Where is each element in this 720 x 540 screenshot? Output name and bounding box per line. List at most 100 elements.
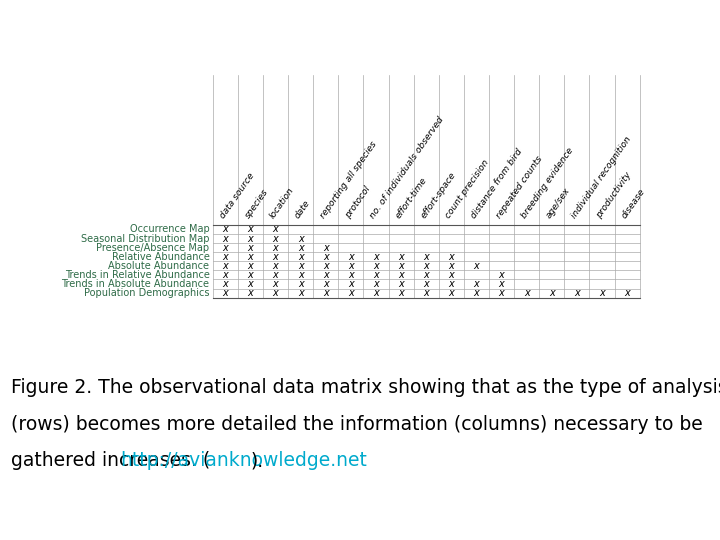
Text: no. of individuals observed: no. of individuals observed [369, 115, 446, 220]
Text: x: x [273, 288, 279, 298]
Text: x: x [398, 252, 404, 262]
Text: x: x [373, 261, 379, 271]
Text: Presence/Absence Map: Presence/Absence Map [96, 242, 210, 253]
Text: x: x [273, 242, 279, 253]
Text: x: x [298, 279, 304, 289]
Text: x: x [423, 261, 429, 271]
Text: x: x [248, 270, 253, 280]
Text: x: x [348, 261, 354, 271]
Text: x: x [624, 288, 630, 298]
Text: x: x [248, 261, 253, 271]
Text: x: x [499, 288, 505, 298]
Text: Relative Abundance: Relative Abundance [112, 252, 210, 262]
Text: x: x [423, 252, 429, 262]
Text: protocol: protocol [343, 185, 372, 220]
Text: x: x [574, 288, 580, 298]
Text: x: x [423, 288, 429, 298]
Text: (rows) becomes more detailed the information (columns) necessary to be: (rows) becomes more detailed the informa… [11, 415, 703, 434]
Text: x: x [398, 270, 404, 280]
Text: x: x [323, 261, 328, 271]
Text: x: x [373, 279, 379, 289]
Text: count precision: count precision [444, 158, 491, 220]
Text: x: x [298, 270, 304, 280]
Text: x: x [323, 288, 328, 298]
Text: x: x [248, 225, 253, 234]
Text: x: x [323, 242, 328, 253]
Text: x: x [273, 225, 279, 234]
Text: date: date [293, 198, 312, 220]
Text: x: x [599, 288, 605, 298]
Text: x: x [273, 270, 279, 280]
Text: x: x [348, 288, 354, 298]
Text: x: x [298, 233, 304, 244]
Text: x: x [398, 261, 404, 271]
Text: age/sex: age/sex [544, 186, 572, 220]
Text: Figure 2. The observational data matrix showing that as the type of analysis: Figure 2. The observational data matrix … [11, 378, 720, 397]
Text: x: x [323, 252, 328, 262]
Text: x: x [222, 233, 228, 244]
Text: effort-space: effort-space [419, 170, 457, 220]
Text: x: x [449, 279, 454, 289]
Text: x: x [298, 288, 304, 298]
Text: x: x [499, 279, 505, 289]
Text: x: x [323, 279, 328, 289]
Text: Trends in Relative Abundance: Trends in Relative Abundance [65, 270, 210, 280]
Text: x: x [222, 252, 228, 262]
Text: x: x [248, 242, 253, 253]
Text: x: x [298, 261, 304, 271]
Text: x: x [222, 242, 228, 253]
Text: http://avianknowledge.net: http://avianknowledge.net [120, 451, 367, 470]
Text: x: x [373, 252, 379, 262]
Text: species: species [243, 187, 270, 220]
Text: x: x [474, 279, 480, 289]
Text: x: x [222, 225, 228, 234]
Text: x: x [449, 270, 454, 280]
Text: x: x [248, 279, 253, 289]
Text: x: x [248, 288, 253, 298]
Text: x: x [474, 288, 480, 298]
Text: x: x [398, 279, 404, 289]
Text: x: x [273, 279, 279, 289]
Text: x: x [222, 279, 228, 289]
Text: x: x [222, 261, 228, 271]
Text: x: x [273, 252, 279, 262]
Text: x: x [499, 270, 505, 280]
Text: gathered increases. (: gathered increases. ( [11, 451, 210, 470]
Text: x: x [549, 288, 554, 298]
Text: breeding evidence: breeding evidence [519, 146, 575, 220]
Text: ).: ). [251, 451, 264, 470]
Text: repeated counts: repeated counts [494, 154, 544, 220]
Text: data source: data source [218, 171, 256, 220]
Text: x: x [449, 261, 454, 271]
Text: x: x [298, 242, 304, 253]
Text: reporting all species: reporting all species [318, 139, 379, 220]
Text: x: x [373, 288, 379, 298]
Text: individual recognition: individual recognition [570, 134, 633, 220]
Text: x: x [348, 279, 354, 289]
Text: productivity: productivity [595, 170, 633, 220]
Text: x: x [423, 279, 429, 289]
Text: x: x [474, 261, 480, 271]
Text: x: x [373, 270, 379, 280]
Text: x: x [449, 288, 454, 298]
Text: disease: disease [620, 187, 647, 220]
Text: x: x [248, 252, 253, 262]
Text: x: x [222, 288, 228, 298]
Text: location: location [268, 185, 296, 220]
Text: x: x [298, 252, 304, 262]
Text: Seasonal Distribution Map: Seasonal Distribution Map [81, 233, 210, 244]
Text: x: x [523, 288, 529, 298]
Text: Absolute Abundance: Absolute Abundance [109, 261, 210, 271]
Text: x: x [398, 288, 404, 298]
Text: x: x [423, 270, 429, 280]
Text: x: x [348, 270, 354, 280]
Text: x: x [273, 233, 279, 244]
Text: effort-time: effort-time [394, 176, 428, 220]
Text: Population Demographics: Population Demographics [84, 288, 210, 298]
Text: x: x [248, 233, 253, 244]
Text: distance from bird: distance from bird [469, 147, 524, 220]
Text: x: x [222, 270, 228, 280]
Text: Occurrence Map: Occurrence Map [130, 225, 210, 234]
Text: x: x [273, 261, 279, 271]
Text: x: x [348, 252, 354, 262]
